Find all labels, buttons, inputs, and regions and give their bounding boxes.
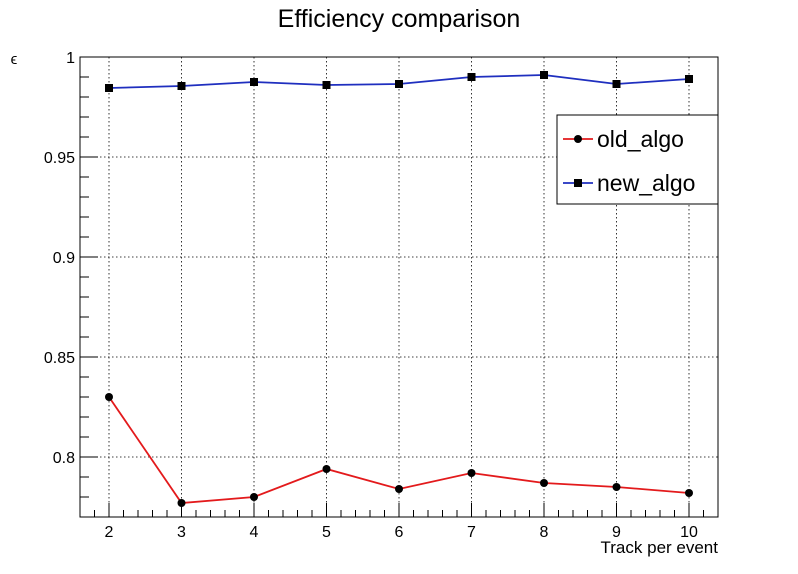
legend-marker-old_algo xyxy=(574,135,582,143)
y-tick-label: 0.85 xyxy=(44,350,75,367)
legend: old_algo new_algo xyxy=(556,114,719,205)
y-tick-label: 1 xyxy=(66,50,75,67)
chart-title: Efficiency comparison xyxy=(278,5,521,33)
new_algo-point xyxy=(467,73,476,81)
x-tick-label: 9 xyxy=(612,524,621,541)
new_algo-point xyxy=(540,71,548,79)
old_algo-point xyxy=(105,393,113,401)
old_algo-point xyxy=(467,469,476,477)
new_algo-point xyxy=(250,78,258,86)
new_algo-point xyxy=(685,75,693,83)
y-axis-label: ϵ xyxy=(11,51,18,68)
y-tick-label: 0.8 xyxy=(53,450,75,467)
old_algo-point xyxy=(177,499,186,507)
old_algo-point xyxy=(685,489,693,497)
legend-marker-new_algo xyxy=(574,179,582,187)
x-tick-label: 4 xyxy=(250,524,259,541)
new_algo-point xyxy=(322,81,331,89)
new_algo-point xyxy=(612,80,621,88)
x-tick-label: 3 xyxy=(177,524,186,541)
new_algo-point xyxy=(177,82,186,90)
new_algo-point xyxy=(395,80,403,88)
x-tick-label: 5 xyxy=(322,524,331,541)
old_algo-point xyxy=(395,485,403,493)
legend-label-new_algo: new_algo xyxy=(597,170,695,196)
old_algo-point xyxy=(322,465,331,473)
series-layer xyxy=(105,71,693,507)
y-tick-label: 0.95 xyxy=(44,150,75,167)
new_algo-point xyxy=(105,84,113,92)
x-tick-label: 6 xyxy=(395,524,404,541)
x-tick-label: 10 xyxy=(680,524,698,541)
legend-label-old_algo: old_algo xyxy=(597,126,684,152)
x-tick-label: 8 xyxy=(540,524,549,541)
old_algo-point xyxy=(612,483,621,491)
x-axis-label: Track per event xyxy=(601,538,719,557)
x-tick-label: 2 xyxy=(105,524,114,541)
y-tick-label: 0.9 xyxy=(53,250,75,267)
old_algo-point xyxy=(540,479,548,487)
old_algo-point xyxy=(250,493,258,501)
x-tick-label: 7 xyxy=(467,524,476,541)
axes: 2 3 4 5 6 7 8 9 10 0.8 0.85 0.9 0.95 1 xyxy=(44,50,719,541)
legend-box xyxy=(556,114,719,205)
